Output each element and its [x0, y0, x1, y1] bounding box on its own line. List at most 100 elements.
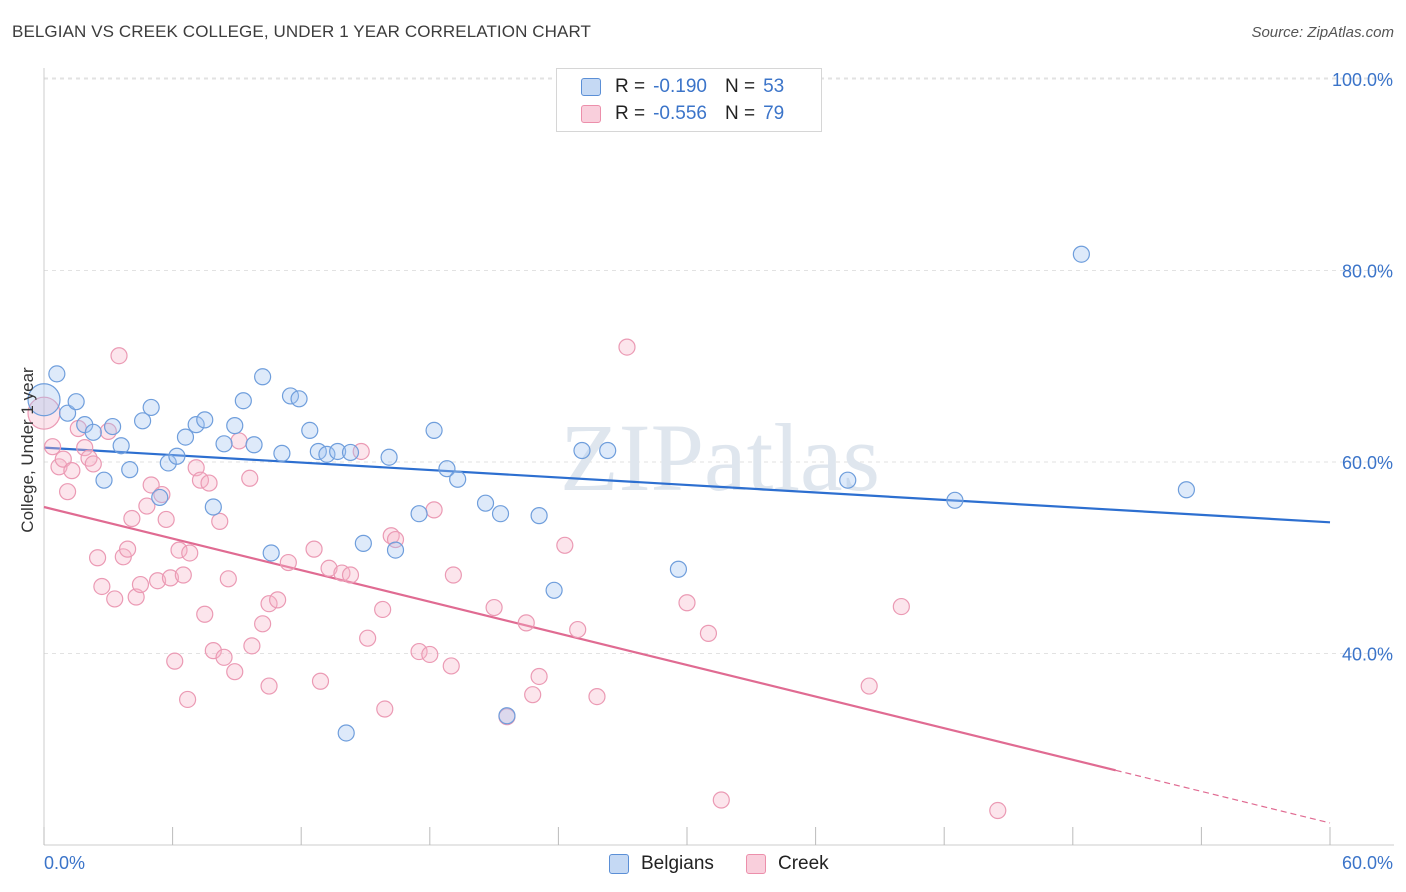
belgians-point	[1072, 245, 1090, 263]
creek-point	[138, 497, 156, 515]
belgians-point	[196, 411, 214, 429]
creek-point	[93, 577, 111, 596]
tick-labels: 100.0% 80.0% 60.0% 40.0% 0.0% 60.0%	[44, 70, 1393, 873]
creek-point	[161, 569, 180, 587]
belgians-point	[245, 436, 263, 454]
belgians-point	[142, 398, 160, 417]
creek-point	[341, 566, 360, 584]
belgians-point	[290, 390, 308, 408]
belgians-point	[112, 437, 130, 455]
creek-point	[410, 642, 428, 661]
creek-point	[174, 566, 192, 584]
belgians-point	[215, 435, 233, 453]
belgians-point	[329, 442, 347, 461]
bottom-legend-creek: Creek	[746, 852, 829, 876]
creek-point	[269, 591, 287, 609]
belgians-point	[168, 447, 186, 465]
belgians-trend-line	[43, 446, 1331, 524]
creek-trend-line	[43, 505, 1116, 772]
gridlines	[44, 77, 1394, 654]
belgians-point	[599, 441, 617, 460]
belgians-point	[337, 724, 355, 742]
creek-point	[179, 690, 197, 709]
y-axis-label: College, Under 1 year	[18, 367, 37, 533]
creek-point	[254, 615, 272, 633]
creek-point	[241, 469, 259, 487]
creek-point	[142, 476, 160, 494]
n-value: 79	[763, 103, 785, 124]
creek-point	[618, 338, 636, 356]
creek-point	[556, 536, 574, 554]
r-label: R =	[615, 103, 646, 124]
r-value: -0.556	[653, 103, 707, 124]
belgians-point	[121, 461, 139, 479]
belgians-point	[159, 454, 177, 472]
creek-point	[860, 677, 878, 695]
creek-point	[359, 629, 377, 647]
belgians-point	[946, 491, 964, 509]
belgians-point	[67, 393, 85, 411]
creek-point	[153, 485, 171, 504]
creek-point	[211, 512, 229, 530]
creek-point	[63, 462, 81, 480]
creek-point	[374, 600, 392, 619]
creek-point	[219, 570, 237, 588]
n-label: N =	[724, 103, 756, 124]
belgians-point	[226, 417, 244, 435]
belgians-legend-label: Belgians	[641, 853, 714, 874]
bottom-legend-belgians: Belgians	[609, 852, 714, 876]
belgians-point	[133, 412, 152, 430]
r-label: R =	[615, 76, 646, 97]
belgians-point	[341, 443, 360, 462]
legend-row-creek: R = -0.556 N = 79	[581, 102, 784, 126]
source-label: Source: ZipAtlas.com	[1251, 24, 1394, 41]
belgians-point	[386, 541, 405, 559]
belgians-legend-swatch	[609, 854, 629, 874]
legend-row-belgians: R = -0.190 N = 53	[581, 75, 784, 99]
creek-point	[892, 597, 910, 616]
creek-point	[485, 598, 503, 617]
belgians-point	[204, 498, 222, 516]
creek-point	[43, 438, 62, 456]
creek-point	[712, 791, 730, 809]
belgians-point	[187, 416, 205, 434]
creek-point	[157, 510, 175, 529]
creek-point	[106, 590, 124, 608]
creek-point	[204, 642, 222, 660]
r-value: -0.190	[653, 76, 707, 97]
creek-point	[148, 572, 167, 590]
belgians-point	[498, 707, 516, 725]
creek-point	[200, 474, 218, 492]
creek-trend-extension	[1115, 769, 1331, 824]
y-tick-label: 100.0%	[1332, 70, 1393, 90]
belgians-point	[95, 471, 113, 489]
creek-point	[588, 687, 606, 706]
creek-point	[260, 677, 278, 695]
correlation-legend: R = -0.190 N = 53 R = -0.556 N = 79	[556, 68, 822, 132]
creek-point	[699, 624, 718, 642]
creek-point	[425, 501, 443, 519]
belgians-point	[669, 560, 688, 578]
creek-point	[54, 450, 72, 468]
y-tick-label: 80.0%	[1342, 262, 1393, 282]
belgians-point	[27, 383, 61, 417]
creek-point	[118, 540, 137, 558]
creek-point	[678, 594, 696, 612]
creek-point	[320, 559, 338, 577]
belgians-swatch	[581, 78, 601, 96]
creek-point	[311, 672, 330, 690]
belgians-point	[301, 421, 319, 440]
belgians-point	[410, 505, 428, 523]
belgians-point	[438, 460, 456, 478]
n-value: 53	[763, 76, 785, 97]
creek-point	[524, 686, 542, 704]
belgians-point	[1177, 481, 1195, 499]
creek-point	[989, 801, 1007, 820]
creek-point	[243, 637, 261, 655]
belgians-point	[84, 423, 102, 441]
belgians-point	[545, 581, 563, 599]
belgians-point	[48, 365, 66, 383]
belgians-point	[262, 544, 280, 562]
belgians-point	[254, 368, 272, 386]
